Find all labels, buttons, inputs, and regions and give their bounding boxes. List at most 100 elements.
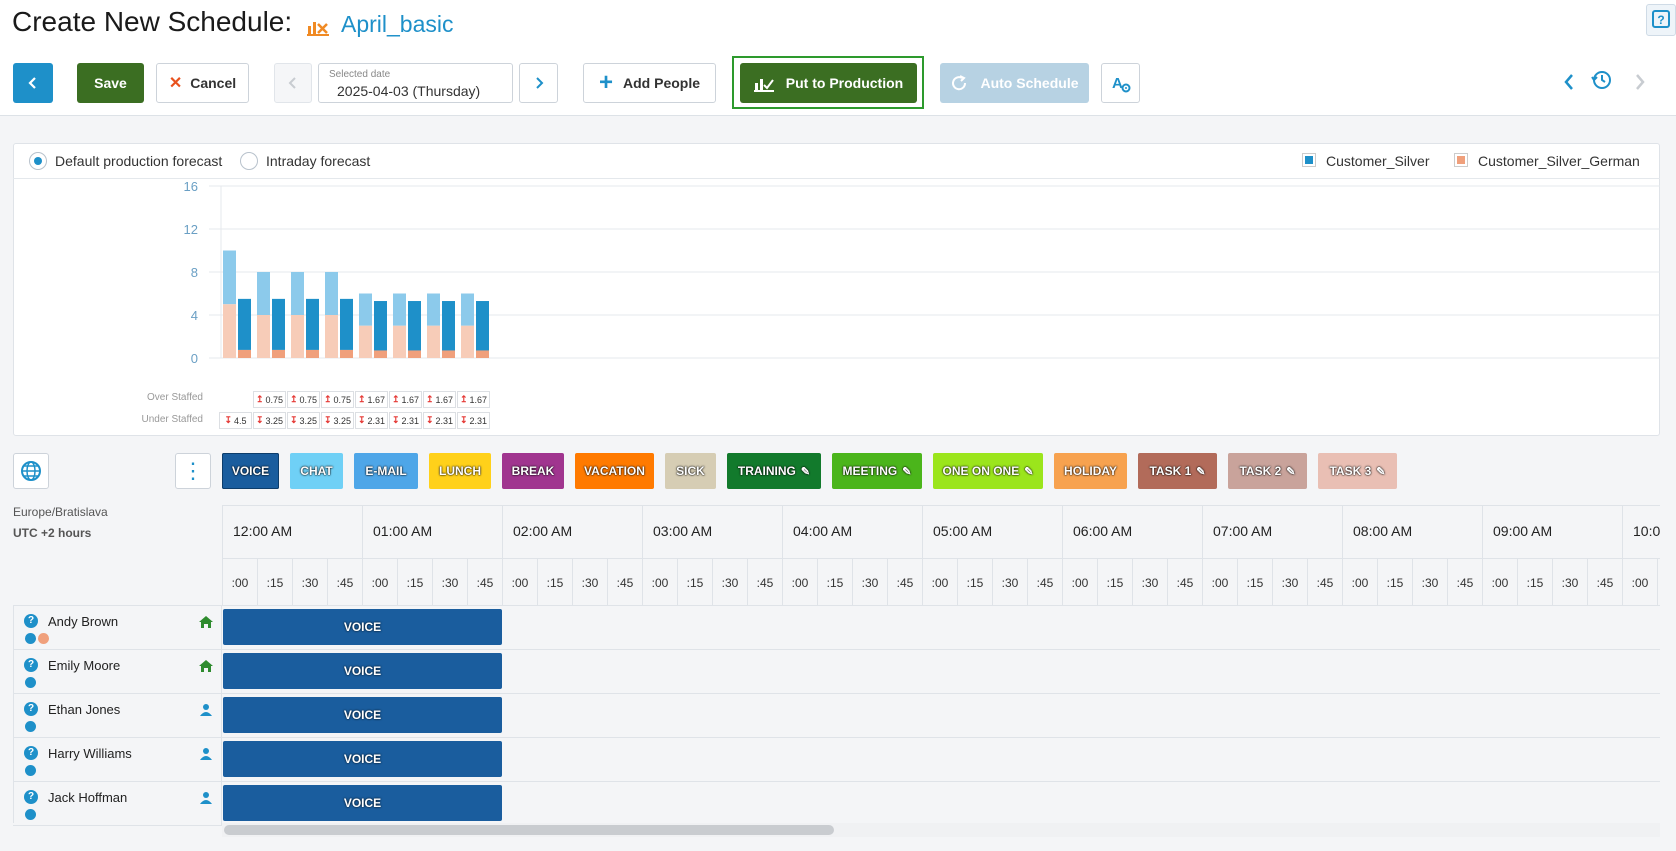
- auto-schedule-label: Auto Schedule: [980, 75, 1079, 91]
- employee-row[interactable]: ? Harry Williams VOICE: [13, 738, 1660, 782]
- close-icon: ✕: [168, 75, 183, 92]
- over-staffed-value: 1.67: [367, 394, 386, 405]
- back-button[interactable]: [13, 63, 53, 103]
- employee-row[interactable]: ? Ethan Jones VOICE: [13, 694, 1660, 738]
- employee-name[interactable]: Ethan Jones: [48, 702, 121, 717]
- activity-holiday[interactable]: HOLIDAY: [1054, 453, 1127, 489]
- staffed-bar-german: [340, 349, 353, 358]
- activity-e-mail[interactable]: E-MAIL: [354, 453, 418, 489]
- next-date-button[interactable]: [519, 63, 558, 103]
- activity-meeting[interactable]: MEETING ✎: [832, 453, 922, 489]
- quarter-label: :45: [1027, 558, 1062, 605]
- activity-task-2[interactable]: TASK 2 ✎: [1228, 453, 1307, 489]
- help-icon[interactable]: ?: [24, 658, 38, 672]
- activity-lunch[interactable]: LUNCH: [429, 453, 491, 489]
- history-icon[interactable]: [1590, 68, 1614, 92]
- pin-icon: ✎: [1024, 465, 1034, 478]
- shift-block-voice[interactable]: VOICE: [223, 785, 502, 821]
- help-icon[interactable]: ?: [1646, 4, 1676, 36]
- legend-label-silver: Customer_Silver: [1326, 153, 1430, 169]
- employee-row[interactable]: ? Jack Hoffman VOICE: [13, 782, 1660, 826]
- help-icon[interactable]: ?: [24, 614, 38, 628]
- activity-one-on-one[interactable]: ONE ON ONE ✎: [933, 453, 1043, 489]
- previous-date-button[interactable]: [274, 63, 312, 103]
- put-to-production-button[interactable]: Put to Production: [740, 63, 917, 103]
- chevron-right-icon[interactable]: [1633, 71, 1647, 93]
- over-staffed-value: 1.67: [435, 394, 454, 405]
- more-options-icon[interactable]: ⋮: [175, 453, 211, 489]
- activity-task-1[interactable]: TASK 1 ✎: [1138, 453, 1217, 489]
- shift-block-voice[interactable]: VOICE: [223, 741, 502, 777]
- auto-schedule-button[interactable]: Auto Schedule: [940, 63, 1089, 103]
- home-icon: [199, 660, 213, 672]
- quarter-label: :00: [1482, 558, 1517, 605]
- quarter-label: :00: [922, 558, 957, 605]
- forecast-bar-silver: [223, 250, 236, 305]
- default-forecast-label[interactable]: Default production forecast: [55, 153, 223, 169]
- employee-name[interactable]: Jack Hoffman: [48, 790, 128, 805]
- production-icon: [753, 79, 774, 92]
- legend-label-german: Customer_Silver_German: [1478, 153, 1640, 169]
- employee-row[interactable]: ? Andy Brown VOICE: [13, 606, 1660, 650]
- svg-text:A: A: [1112, 75, 1123, 92]
- save-button[interactable]: Save: [77, 63, 144, 103]
- cancel-button[interactable]: ✕ Cancel: [156, 63, 249, 103]
- staffed-bar-silver: [408, 301, 421, 351]
- forecast-bar-silver: [359, 293, 372, 326]
- quarter-label: :00: [1342, 558, 1377, 605]
- arrow-down-icon: ↧: [289, 415, 298, 425]
- employee-name[interactable]: Andy Brown: [48, 614, 119, 629]
- activity-sick[interactable]: SICK: [665, 453, 716, 489]
- over-staffed-cell: ↥ 1.67: [423, 391, 456, 408]
- activity-chat[interactable]: CHAT: [290, 453, 343, 489]
- activity-task-3[interactable]: TASK 3 ✎: [1318, 453, 1397, 489]
- page-title: Create New Schedule:: [12, 6, 293, 37]
- activity-break[interactable]: BREAK: [502, 453, 564, 489]
- hour-label: 09:00 AM: [1482, 506, 1622, 558]
- quarter-label: :00: [782, 558, 817, 605]
- staffed-bar-german: [476, 350, 489, 358]
- activity-vacation[interactable]: VACATION: [575, 453, 654, 489]
- skill-dot: [25, 721, 36, 732]
- quarter-label: :30: [572, 558, 607, 605]
- quarter-label: :15: [957, 558, 992, 605]
- employee-name[interactable]: Harry Williams: [48, 746, 132, 761]
- activity-voice[interactable]: VOICE: [222, 453, 279, 489]
- forecast-bar-silver: [461, 293, 474, 326]
- help-icon[interactable]: ?: [24, 746, 38, 760]
- under-staffed-cell: ↧ 3.25: [321, 412, 354, 429]
- row-divider: [221, 782, 222, 826]
- shift-block-voice[interactable]: VOICE: [223, 653, 502, 689]
- intraday-forecast-label[interactable]: Intraday forecast: [266, 153, 371, 169]
- forecast-bar-silver: [325, 272, 338, 315]
- activity-label: TASK 2: [1239, 464, 1282, 478]
- scrollbar-thumb[interactable]: [224, 825, 834, 835]
- intraday-forecast-radio[interactable]: [240, 152, 258, 170]
- timezone-button[interactable]: [13, 453, 49, 489]
- date-picker[interactable]: Selected date 2025-04-03 (Thursday): [318, 63, 513, 103]
- under-staffed-value: 3.25: [265, 415, 284, 426]
- legend-swatch-german: [1454, 153, 1468, 167]
- help-icon[interactable]: ?: [24, 702, 38, 716]
- forecast-chart: 16 12 8 4 0: [184, 180, 1660, 366]
- shift-block-voice[interactable]: VOICE: [223, 697, 502, 733]
- put-to-production-highlight: [732, 56, 924, 109]
- staffed-bar-silver: [238, 298, 251, 350]
- quarter-label: :00: [362, 558, 397, 605]
- arrow-up-icon: ↥: [357, 394, 366, 404]
- schedule-settings-button[interactable]: A: [1101, 63, 1140, 103]
- chevron-left-icon[interactable]: [1562, 71, 1576, 93]
- quarter-label: :00: [222, 558, 257, 605]
- employee-row[interactable]: ? Emily Moore VOICE: [13, 650, 1660, 694]
- arrow-up-icon: ↥: [255, 394, 264, 404]
- hour-label: 12:00 AM: [222, 506, 362, 558]
- add-people-button[interactable]: + Add People: [583, 63, 716, 103]
- quarter-label: :15: [1657, 558, 1660, 605]
- activity-label: TASK 1: [1149, 464, 1192, 478]
- activity-training[interactable]: TRAINING ✎: [727, 453, 821, 489]
- employee-name[interactable]: Emily Moore: [48, 658, 121, 673]
- activity-label: ONE ON ONE: [942, 464, 1020, 478]
- shift-block-voice[interactable]: VOICE: [223, 609, 502, 645]
- default-forecast-radio[interactable]: [29, 152, 47, 170]
- help-icon[interactable]: ?: [24, 790, 38, 804]
